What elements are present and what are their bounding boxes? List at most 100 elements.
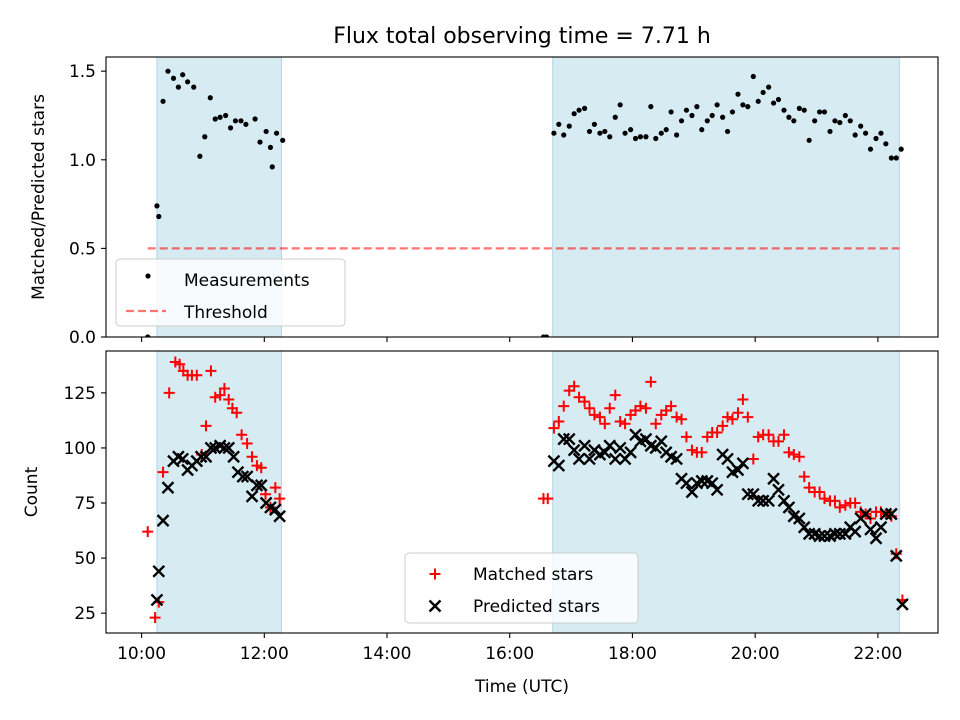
x-marker <box>562 432 576 446</box>
legend-label: Threshold <box>183 303 268 323</box>
measurement-point <box>252 116 258 122</box>
measurement-point <box>720 114 726 120</box>
measurement-point <box>643 134 649 140</box>
plus-marker <box>717 420 729 432</box>
legend-label: Predicted stars <box>473 597 600 617</box>
measurement-point <box>786 114 792 120</box>
x-marker <box>741 487 755 501</box>
plus-marker <box>634 400 646 412</box>
x-marker <box>552 459 566 472</box>
plus-marker <box>568 380 580 392</box>
plus-marker <box>274 493 286 505</box>
axes-frame <box>105 56 939 338</box>
plus-marker <box>573 391 585 403</box>
plus-marker <box>429 568 441 580</box>
x-marker <box>156 514 170 527</box>
figure-title: Flux total observing time = 7.71 h <box>333 24 711 49</box>
x-marker <box>250 479 264 492</box>
measurement-point <box>637 134 644 140</box>
x-marker <box>767 472 780 486</box>
x-marker <box>721 452 734 466</box>
plus-marker <box>205 365 217 377</box>
plus-marker <box>142 526 154 538</box>
x-marker <box>885 507 898 521</box>
x-marker <box>828 527 842 541</box>
x-marker <box>896 598 909 611</box>
plus-marker <box>671 411 683 423</box>
x-marker <box>613 441 627 455</box>
x-marker <box>818 529 831 543</box>
x-tick-label: 14:00 <box>363 644 412 664</box>
measurement-point <box>775 96 782 103</box>
plus-marker <box>542 493 554 505</box>
measurement-point <box>858 123 864 129</box>
x-marker <box>273 509 286 523</box>
measurement-point <box>837 119 843 126</box>
plus-marker <box>157 466 169 478</box>
legend-label: Matched stars <box>473 565 593 585</box>
measurement-point <box>238 118 244 124</box>
plus-marker <box>231 407 243 419</box>
x-marker <box>428 599 442 613</box>
x-marker <box>227 450 240 464</box>
plus-marker <box>604 402 616 414</box>
measurement-point <box>668 109 674 115</box>
x-marker <box>879 507 893 521</box>
measurement-point <box>263 128 269 135</box>
axes-frame <box>105 350 939 634</box>
measurement-point <box>597 130 603 136</box>
x-marker <box>598 445 612 459</box>
plus-marker <box>849 497 861 509</box>
measurement-point <box>175 84 182 90</box>
x-marker <box>869 531 883 545</box>
plus-marker <box>191 369 203 381</box>
x-tick-label: 16:00 <box>485 644 534 664</box>
x-marker <box>240 470 254 483</box>
measurement-point <box>842 112 848 119</box>
plus-marker <box>798 471 810 483</box>
x-marker <box>152 564 166 578</box>
plus-marker <box>665 400 677 412</box>
x-marker <box>848 525 862 539</box>
x-marker <box>746 487 760 501</box>
measurement-point <box>663 127 669 133</box>
measurement-point <box>217 114 223 120</box>
x-tick-label: 10:00 <box>117 644 166 664</box>
measurement-point <box>801 107 807 113</box>
measurement-point <box>821 109 828 115</box>
measurement-point <box>755 98 761 104</box>
measurement-point <box>694 104 700 110</box>
x-marker <box>572 452 586 466</box>
plus-marker <box>742 411 754 423</box>
plus-marker <box>174 358 186 370</box>
top-panel-ratio: 0.0 0.5 1.0 1.5 Matched/Predicted stars Measu… <box>29 56 939 348</box>
plus-marker <box>246 451 258 463</box>
plus-marker <box>558 400 570 412</box>
x-marker <box>578 439 591 453</box>
y-tick-label: 1.0 <box>69 151 96 171</box>
measurement-point <box>561 132 567 138</box>
x-marker <box>731 463 745 477</box>
measurement-point <box>648 104 654 110</box>
plus-marker <box>236 429 248 441</box>
x-marker <box>603 439 617 453</box>
plus-marker <box>839 499 851 511</box>
measurement-point <box>227 125 234 131</box>
measurement-point <box>191 84 197 90</box>
plus-marker <box>783 446 795 458</box>
y-axis-label: Matched/Predicted stars <box>29 94 49 300</box>
plus-marker <box>645 376 657 388</box>
plus-marker <box>818 493 830 505</box>
measurement-point <box>628 127 634 133</box>
plus-marker <box>200 420 212 432</box>
x-marker <box>705 476 719 490</box>
plus-marker <box>763 429 775 441</box>
plus-marker <box>218 382 230 394</box>
x-marker <box>268 503 282 516</box>
x-marker <box>254 479 268 492</box>
plus-marker <box>583 402 595 414</box>
y-tick-label: 0.5 <box>69 239 96 259</box>
measurement-point <box>202 134 208 140</box>
measurement-point <box>760 89 766 96</box>
